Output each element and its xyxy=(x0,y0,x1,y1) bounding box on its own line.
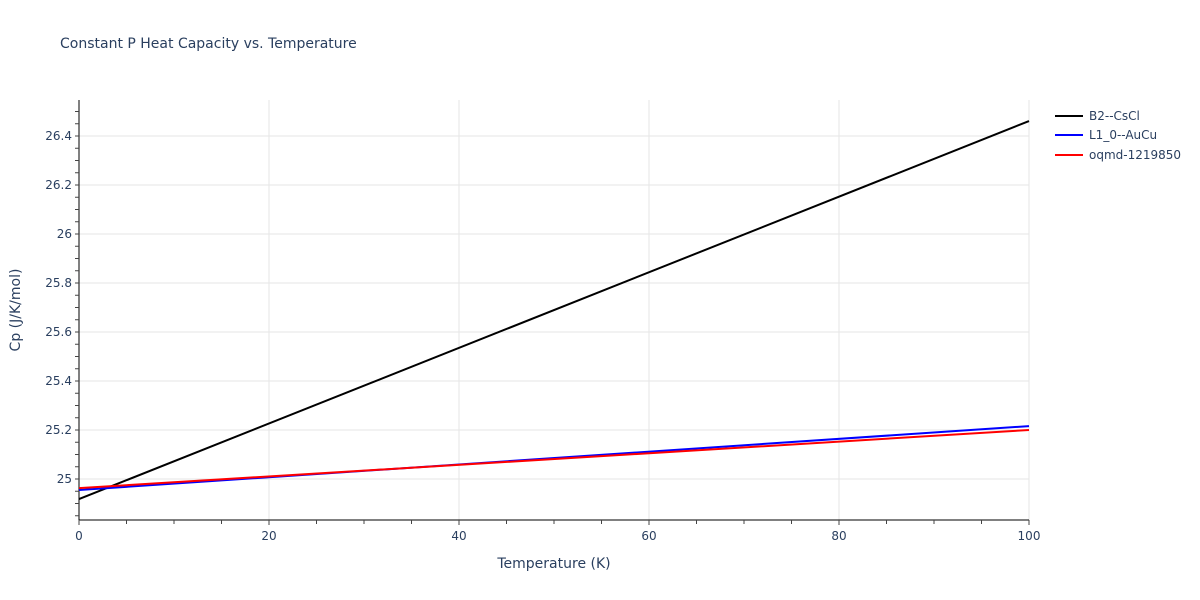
series-line-0[interactable] xyxy=(78,120,1030,501)
series-line-2[interactable] xyxy=(78,429,1030,490)
x-tick-label: 40 xyxy=(451,529,466,543)
legend-swatch-icon xyxy=(1055,153,1083,156)
legend-swatch-icon xyxy=(1055,114,1083,117)
legend-label: oqmd-1219850 xyxy=(1089,147,1182,162)
x-tick-label: 0 xyxy=(75,529,83,543)
legend-item-oqmd-1219850[interactable]: oqmd-1219850 xyxy=(1055,145,1181,165)
legend-swatch-icon xyxy=(1055,134,1083,137)
y-tick-label: 25.4 xyxy=(45,374,72,388)
chart-title: Constant P Heat Capacity vs. Temperature xyxy=(60,36,357,52)
legend-item-b2-cscl[interactable]: B2--CsCl xyxy=(1055,106,1181,126)
legend-label: L1_0--AuCu xyxy=(1089,128,1158,143)
legend-item-l1-0-aucu[interactable]: L1_0--AuCu xyxy=(1055,126,1181,146)
x-tick-label: 100 xyxy=(1018,529,1041,543)
y-tick-label: 25 xyxy=(57,472,72,486)
y-tick-label: 26 xyxy=(57,227,72,241)
y-axis-title: Cp (J/K/mol) xyxy=(8,269,24,352)
x-tick-label: 80 xyxy=(831,529,846,543)
x-tick-label: 20 xyxy=(261,529,276,543)
y-tick-label: 25.8 xyxy=(45,276,72,290)
y-tick-label: 25.2 xyxy=(45,423,72,437)
legend: B2--CsCl L1_0--AuCu oqmd-1219850 xyxy=(1055,106,1181,165)
x-axis-title: Temperature (K) xyxy=(496,556,610,572)
legend-label: B2--CsCl xyxy=(1089,108,1140,123)
x-tick-label: 60 xyxy=(641,529,656,543)
y-tick-label: 26.2 xyxy=(45,178,72,192)
y-tick-label: 25.6 xyxy=(45,325,72,339)
y-tick-label: 26.4 xyxy=(45,129,72,143)
